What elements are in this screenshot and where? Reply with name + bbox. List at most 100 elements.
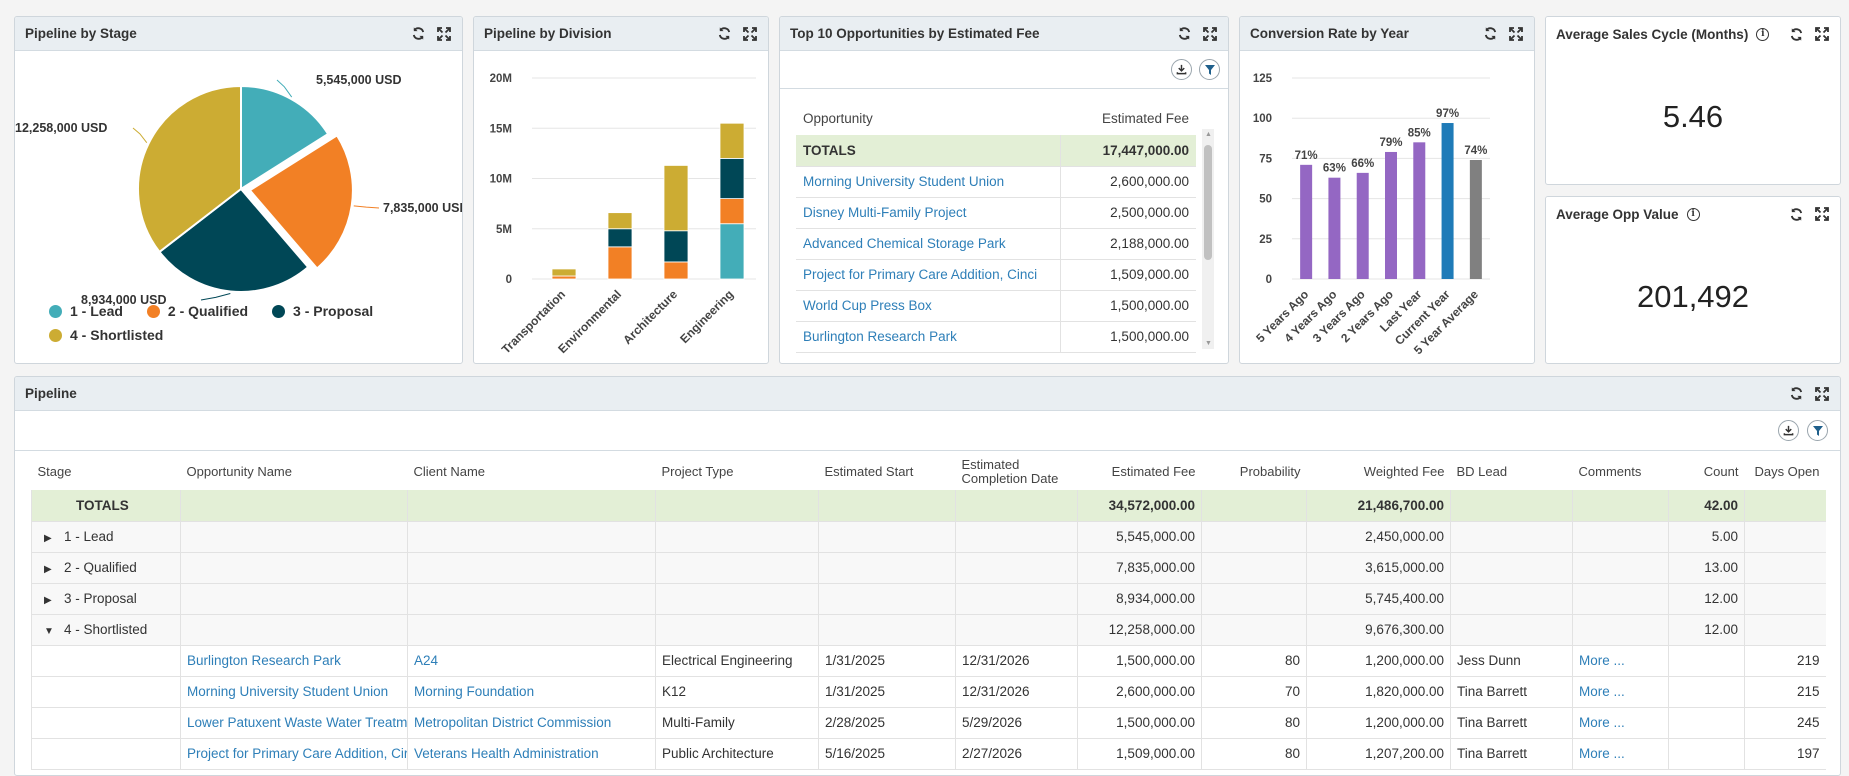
bar-segment [719,223,745,280]
refresh-icon[interactable] [1788,386,1804,402]
expand-caret-icon[interactable]: ▶ [44,533,52,544]
panel-title: Conversion Rate by Year [1250,26,1409,41]
opportunity-link[interactable]: Project for Primary Care Addition, Cinci [796,259,1060,291]
expand-icon[interactable] [1814,26,1830,42]
download-icon[interactable] [1778,420,1799,441]
refresh-icon[interactable] [1176,26,1192,42]
column-header-comments[interactable]: Comments [1578,464,1642,479]
bd-lead-cell: Jess Dunn [1450,645,1573,677]
fee-cell: 1,500,000.00 [1059,321,1196,353]
table-row: Lower Patuxent Waste Water Treatme Metro… [31,707,1826,739]
pie-connector [353,205,380,209]
column-header-estimated-fee[interactable]: Estimated Fee [1111,464,1196,479]
bd-lead-cell: Tina Barrett [1450,676,1573,708]
expand-icon[interactable] [1814,206,1830,222]
column-header-stage[interactable]: Stage [37,464,72,479]
totals-count: 42.00 [1668,490,1745,522]
pie-chart: 5,545,000 USD 7,835,000 USD 8,934,000 USD 1… [15,73,462,307]
opportunity-link[interactable]: Burlington Research Park [180,645,408,677]
client-link[interactable]: Veterans Health Administration [407,738,656,770]
group-row-shortlisted[interactable]: ▼ 4 - Shortlisted 12,258,000.00 9,676,300… [31,614,1826,646]
expand-icon[interactable] [742,26,758,42]
expand-caret-icon[interactable]: ▶ [44,564,52,575]
fee-cell: 1,500,000.00 [1077,645,1202,677]
legend-item-proposal[interactable]: 3 - Proposal [272,303,373,319]
info-icon[interactable]: i [1686,207,1700,221]
refresh-icon[interactable] [1482,26,1498,42]
column-header-project-type[interactable]: Project Type [661,464,734,479]
opportunity-link[interactable]: Project for Primary Care Addition, Cir [180,738,408,770]
opportunity-link[interactable]: Morning University Student Union [796,166,1060,198]
opportunity-link[interactable]: Disney Multi-Family Project [796,197,1060,229]
bar-value-label: 63% [1323,163,1346,175]
bar-segment [607,228,633,248]
comments-link[interactable]: More ... [1572,738,1669,770]
collapse-caret-icon[interactable]: ▼ [44,626,54,637]
group-row-proposal[interactable]: ▶ 3 - Proposal 8,934,000.00 5,745,400.00 … [31,583,1826,615]
pie-slice [137,84,242,254]
group-fee: 7,835,000.00 [1077,552,1202,584]
info-icon[interactable]: i [1756,27,1770,41]
panel-header: Top 10 Opportunities by Estimated Fee [780,17,1228,51]
legend-item-qualified[interactable]: 2 - Qualified [146,303,248,319]
pie-label-lead: 5,545,000 USD [316,73,401,87]
refresh-icon[interactable] [410,26,426,42]
bar [1300,164,1313,279]
column-header-weighted-fee[interactable]: Weighted Fee [1363,464,1445,479]
expand-icon[interactable] [1508,26,1524,42]
pie-label-shortlisted: 12,258,000 USD [15,121,107,135]
group-row-qualified[interactable]: ▶ 2 - Qualified 7,835,000.00 3,615,000.00… [31,552,1826,584]
panel-title: Pipeline [25,386,77,401]
download-icon[interactable] [1171,59,1192,80]
column-header-estimated-fee[interactable]: Estimated Fee [1101,110,1189,126]
comments-link[interactable]: More ... [1572,707,1669,739]
column-header-estimated-completion[interactable]: Estimated Completion Date [961,456,1059,486]
panel-title: Average Sales Cycle (Months) [1556,26,1749,42]
opportunity-link[interactable]: Advanced Chemical Storage Park [796,228,1060,260]
refresh-icon[interactable] [716,26,732,42]
weighted-cell: 1,207,200.00 [1306,738,1451,770]
pipeline-table: Stage Opportunity Name Client Name Proje… [31,453,1826,770]
column-header-opportunity[interactable]: Opportunity [803,110,873,126]
client-link[interactable]: Morning Foundation [407,676,656,708]
group-weighted: 3,615,000.00 [1306,552,1451,584]
opportunity-link[interactable]: World Cup Press Box [796,290,1060,322]
bar-segment [551,275,577,280]
opportunity-link[interactable]: Morning University Student Union [180,676,408,708]
scrollbar-thumb[interactable] [1204,145,1212,260]
filter-icon[interactable] [1199,59,1220,80]
comments-link[interactable]: More ... [1572,645,1669,677]
table-row: Morning University Student Union 2,600,00… [796,166,1196,198]
column-header-estimated-start[interactable]: Estimated Start [824,464,914,479]
group-row-lead[interactable]: ▶ 1 - Lead 5,545,000.00 2,450,000.00 5.00 [31,521,1826,553]
panel-title: Pipeline by Division [484,26,612,41]
column-header-probability[interactable]: Probability [1239,464,1301,479]
column-header-client-name[interactable]: Client Name [413,464,486,479]
comments-link[interactable]: More ... [1572,676,1669,708]
expand-icon[interactable] [436,26,452,42]
pie-slice [158,187,310,293]
expand-icon[interactable] [1202,26,1218,42]
expand-caret-icon[interactable]: ▶ [44,595,52,606]
bar-value-label: 79% [1379,137,1402,149]
filter-icon[interactable] [1807,420,1828,441]
column-header-days-open[interactable]: Days Open [1754,464,1820,479]
client-link[interactable]: Metropolitan District Commission [407,707,656,739]
opportunity-link[interactable]: Burlington Research Park [796,321,1060,353]
legend-item-shortlisted[interactable]: 4 - Shortlisted [49,327,163,343]
refresh-icon[interactable] [1788,26,1804,42]
column-header-bd-lead[interactable]: BD Lead [1456,464,1508,479]
bar [1441,123,1454,279]
expand-icon[interactable] [1814,386,1830,402]
scrollbar[interactable]: ▲ ▼ [1202,129,1214,349]
column-header-count[interactable]: Count [1703,464,1739,479]
pipeline-by-division-panel: Pipeline by Division 0 5M 10M 15M 20M Transpo… [473,16,769,364]
column-header-opportunity-name[interactable]: Opportunity Name [186,464,293,479]
group-count: 12.00 [1668,614,1745,646]
project-type-cell: Multi-Family [655,707,819,739]
client-link[interactable]: A24 [407,645,656,677]
opportunity-link[interactable]: Lower Patuxent Waste Water Treatme [180,707,408,739]
legend-item-lead[interactable]: 1 - Lead [49,303,123,319]
refresh-icon[interactable] [1788,206,1804,222]
